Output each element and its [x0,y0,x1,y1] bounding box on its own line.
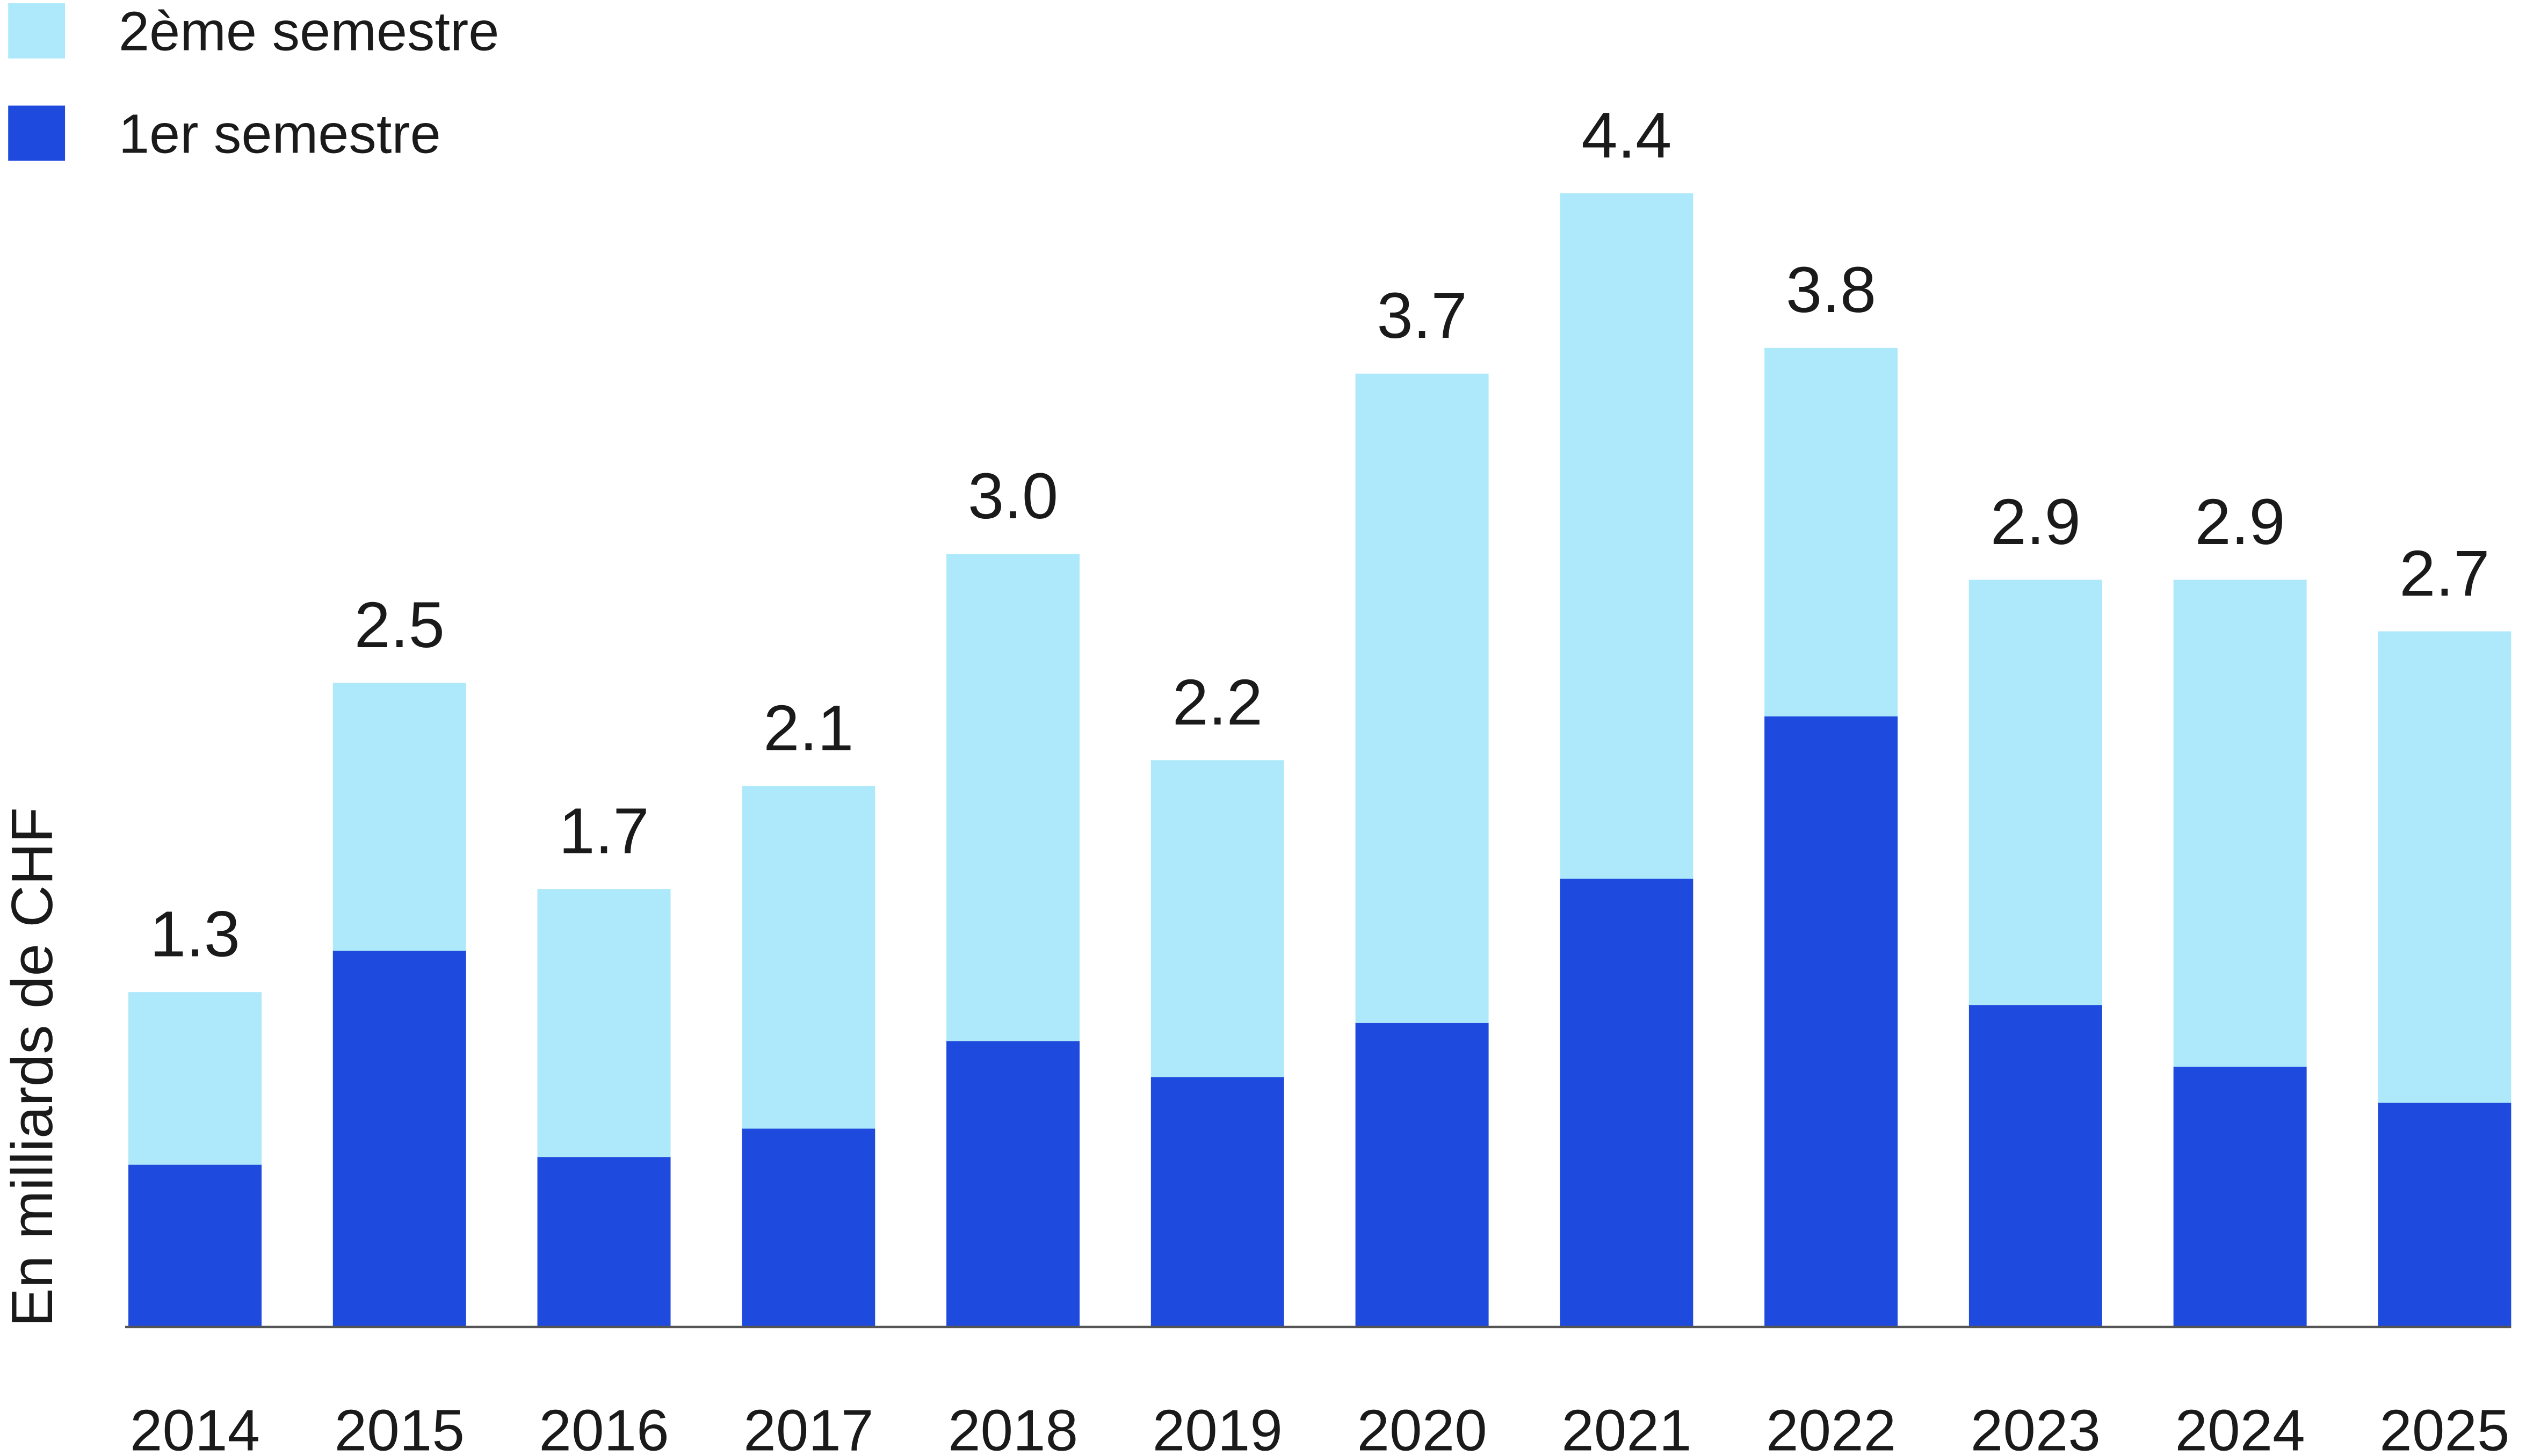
legend-label: 2ème semestre [119,1,500,62]
bar-segment [742,786,875,1129]
y-axis-label: En milliards de CHF [0,807,65,1327]
bar-segment [332,683,466,951]
bar-segment [946,1041,1080,1327]
total-label: 4.4 [1581,98,1671,171]
x-tick-label: 2016 [539,1398,669,1456]
x-tick-label: 2024 [2175,1398,2305,1456]
bar-segment [1150,760,1284,1077]
total-label: 2.9 [2195,485,2285,558]
bar-segment [332,951,466,1327]
bar-segment [2173,1067,2307,1327]
total-label: 2.2 [1172,665,1263,738]
bar-segment [1560,193,1693,879]
x-tick-label: 2022 [1766,1398,1896,1456]
bar-segment [742,1128,875,1327]
x-tick-label: 2015 [335,1398,465,1456]
legend-swatch [8,105,66,161]
bar-segment [1560,879,1693,1327]
total-label: 2.5 [354,588,445,661]
bar-segment [1355,373,1489,1023]
x-tick-label: 2018 [948,1398,1078,1456]
legend-swatch [8,3,66,59]
x-tick-label: 2017 [743,1398,873,1456]
bar-segment [1150,1077,1284,1327]
bar-segment [2378,1103,2511,1327]
bar-segment [128,1164,262,1327]
bar-segment [1764,347,1898,716]
total-label: 3.0 [968,459,1058,532]
total-label: 3.7 [1377,279,1467,352]
total-label: 2.9 [1991,485,2081,558]
total-label: 1.7 [559,794,649,867]
total-label: 2.7 [2399,537,2489,610]
legend-label: 1er semestre [119,103,441,164]
bar-segment [2378,631,2511,1103]
x-tick-label: 2014 [130,1398,260,1456]
bar-segment [1764,716,1898,1327]
bar-segment [2173,579,2307,1067]
x-tick-label: 2020 [1357,1398,1487,1456]
x-tick-label: 2021 [1561,1398,1691,1456]
bar-segment [1355,1023,1489,1327]
bar-segment [537,889,671,1157]
bar-segment [1968,1005,2102,1327]
x-tick-label: 2025 [2379,1398,2509,1456]
bar-segment [537,1157,671,1327]
x-tick-label: 2023 [1971,1398,2101,1456]
x-tick-label: 2019 [1153,1398,1283,1456]
bar-segment [946,554,1080,1041]
bar-segment [1968,579,2102,1005]
total-label: 1.3 [150,897,240,970]
bar-segment [128,992,262,1165]
total-label: 3.8 [1786,253,1876,326]
total-label: 2.1 [763,691,853,764]
